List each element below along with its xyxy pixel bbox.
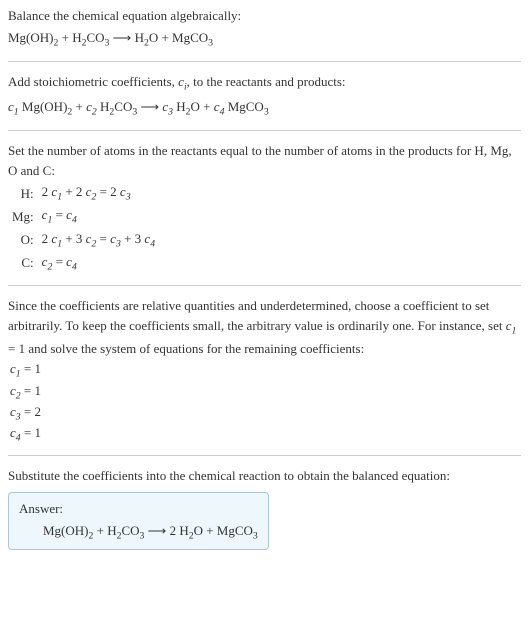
problem-equation: Mg(OH)2 + H2CO3 ⟶ H2O + MgCO3 <box>8 28 521 51</box>
atoms-row-c: C: c2 = c4 <box>8 252 159 275</box>
section-solve: Since the coefficients are relative quan… <box>8 296 521 445</box>
coeff-c2: c2 = 1 <box>8 382 521 403</box>
stoich-intro: Add stoichiometric coefficients, ci, to … <box>8 72 521 95</box>
divider <box>8 61 521 62</box>
coeff-c1: c1 = 1 <box>8 360 521 381</box>
divider <box>8 130 521 131</box>
solve-intro: Since the coefficients are relative quan… <box>8 296 521 358</box>
atoms-table: H: 2 c1 + 2 c2 = 2 c3 Mg: c1 = c4 O: 2 c… <box>8 182 159 275</box>
section-answer: Substitute the coefficients into the che… <box>8 466 521 550</box>
section-problem: Balance the chemical equation algebraica… <box>8 6 521 51</box>
atoms-intro: Set the number of atoms in the reactants… <box>8 141 521 180</box>
problem-title: Balance the chemical equation algebraica… <box>8 6 521 26</box>
coeff-c3: c3 = 2 <box>8 403 521 424</box>
answer-label: Answer: <box>19 501 258 517</box>
arrow-icon: ⟶ <box>140 99 159 114</box>
section-stoich: Add stoichiometric coefficients, ci, to … <box>8 72 521 120</box>
arrow-icon: ⟶ <box>113 30 132 45</box>
stoich-equation: c1 Mg(OH)2 + c2 H2CO3 ⟶ c3 H2O + c4 MgCO… <box>8 97 521 120</box>
divider <box>8 455 521 456</box>
atoms-row-mg: Mg: c1 = c4 <box>8 205 159 228</box>
answer-box: Answer: Mg(OH)2 + H2CO3 ⟶ 2 H2O + MgCO3 <box>8 492 269 551</box>
answer-intro: Substitute the coefficients into the che… <box>8 466 521 486</box>
section-atoms: Set the number of atoms in the reactants… <box>8 141 521 275</box>
arrow-icon: ⟶ <box>148 523 167 538</box>
atoms-row-o: O: 2 c1 + 3 c2 = c3 + 3 c4 <box>8 229 159 252</box>
coeff-c4: c4 = 1 <box>8 424 521 445</box>
answer-equation: Mg(OH)2 + H2CO3 ⟶ 2 H2O + MgCO3 <box>19 523 258 542</box>
divider <box>8 285 521 286</box>
atoms-row-h: H: 2 c1 + 2 c2 = 2 c3 <box>8 182 159 205</box>
